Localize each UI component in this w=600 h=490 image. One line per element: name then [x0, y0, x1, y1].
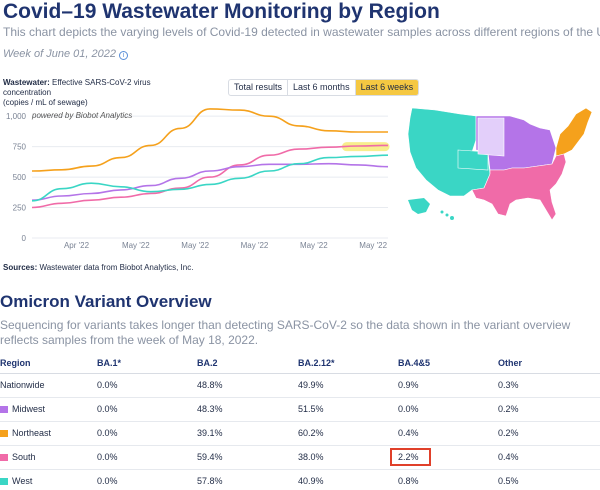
value-cell: 60.2%: [298, 421, 398, 446]
table-row-south: South 0.0% 59.4% 38.0% 2.2% 0.4%: [0, 445, 600, 470]
value-cell: 0.0%: [97, 445, 197, 470]
value-cell: 40.9%: [298, 469, 398, 490]
region-cell: West: [0, 469, 97, 490]
map-region-west-hawaii-3: [450, 216, 454, 220]
value-cell: 38.0%: [298, 445, 398, 470]
series-line: [31, 108, 388, 172]
value-cell: 0.4%: [398, 421, 498, 446]
variant-section-title: Omicron Variant Overview: [0, 292, 212, 311]
y-tick-label: 0: [22, 234, 27, 243]
y-tick-label: 500: [13, 173, 27, 182]
value-cell: 48.8%: [197, 373, 298, 398]
value-cell: 0.4%: [498, 445, 600, 470]
region-name: West: [12, 476, 33, 486]
col-ba4-5: BA.4&5: [398, 353, 498, 374]
value-cell: 0.0%: [97, 421, 197, 446]
info-icon[interactable]: i: [118, 51, 128, 60]
y-tick-label: 1,000: [6, 112, 27, 121]
value-cell: 59.4%: [197, 445, 298, 470]
y-tick-label: 750: [13, 143, 27, 152]
sources-label: Sources:: [3, 263, 38, 272]
region-cell: Nationwide: [0, 373, 97, 398]
value-cell: 49.9%: [298, 373, 398, 398]
x-tick-label: May '22: [359, 241, 387, 250]
value-cell: 0.8%: [398, 469, 498, 490]
col-ba1: BA.1*: [97, 353, 197, 374]
chart-label-units: (copies / mL of sewage): [3, 98, 88, 107]
table-row-northeast: Northeast 0.0% 39.1% 60.2% 0.4% 0.2%: [0, 421, 600, 446]
value-cell: 0.5%: [498, 469, 600, 490]
sources-note: Sources: Wastewater data from Biobot Ana…: [3, 263, 193, 272]
region-name: South: [12, 452, 36, 462]
table-row-west: West 0.0% 57.8% 40.9% 0.8% 0.5%: [0, 469, 600, 490]
col-ba2: BA.2: [197, 353, 298, 374]
variant-table: Region BA.1* BA.2 BA.2.12* BA.4&5 Other …: [0, 353, 600, 490]
value-cell: 0.0%: [398, 397, 498, 422]
region-swatch: [0, 454, 8, 461]
region-swatch: [0, 430, 8, 437]
col-other: Other: [498, 353, 600, 374]
x-tick-label: May '22: [300, 241, 328, 250]
page-subtitle: This chart depicts the varying levels of…: [3, 25, 600, 39]
x-tick-label: May '22: [181, 241, 209, 250]
region-cell: Midwest: [0, 397, 97, 422]
value-cell: 0.3%: [498, 373, 600, 398]
toggle-last-6-months[interactable]: Last 6 months: [288, 80, 356, 95]
x-tick-label: Apr '22: [64, 241, 90, 250]
value-cell: 0.2%: [498, 421, 600, 446]
value-cell: 0.9%: [398, 373, 498, 398]
value-cell-highlighted: 2.2%: [390, 445, 498, 470]
table-row-nationwide: Nationwide 0.0% 48.8% 49.9% 0.9% 0.3%: [0, 373, 600, 398]
region-cell: Northeast: [0, 421, 97, 446]
chart-label-bold: Wastewater:: [3, 78, 50, 87]
value-cell: 0.0%: [97, 373, 197, 398]
toggle-last-6-weeks[interactable]: Last 6 weeks: [355, 80, 419, 95]
value-cell: 48.3%: [197, 397, 298, 422]
value-cell: 39.1%: [197, 421, 298, 446]
series-line: [31, 144, 389, 209]
week-text: Week of June 01, 2022: [3, 48, 116, 60]
col-ba2-12: BA.2.12*: [298, 353, 398, 374]
region-swatch: [0, 478, 8, 485]
week-label: Week of June 01, 2022 i: [3, 48, 128, 60]
value-cell: 0.2%: [498, 397, 600, 422]
region-cell: South: [0, 445, 97, 470]
variant-section-description: Sequencing for variants takes longer tha…: [0, 318, 571, 347]
x-tick-label: May '22: [241, 241, 269, 250]
series-line: [31, 162, 389, 201]
table-row-midwest: Midwest 0.0% 48.3% 51.5% 0.0% 0.2%: [0, 397, 600, 422]
col-region: Region: [0, 353, 97, 374]
region-name: Midwest: [12, 404, 46, 414]
map-region-west-hawaii-1: [440, 210, 444, 214]
wastewater-line-chart: 1,000 750 500 250 0 powered by Biobot Analyti…: [6, 108, 390, 250]
us-regions-map: [407, 107, 593, 221]
chart-watermark: powered by Biobot Analytics: [31, 111, 132, 120]
map-region-west-hawaii-2: [445, 213, 449, 217]
toggle-total-results[interactable]: Total results: [229, 80, 289, 95]
value-cell: 0.0%: [97, 397, 197, 422]
value-cell: 57.8%: [197, 469, 298, 490]
variant-table-header: Region BA.1* BA.2 BA.2.12* BA.4&5 Other: [0, 353, 600, 374]
chart-label-text: Effective SARS-CoV-2 virus concentration: [3, 78, 151, 97]
chart-y-label: Wastewater: Effective SARS-CoV-2 virus c…: [3, 78, 193, 108]
sources-text: Wastewater data from Biobot Analytics, I…: [37, 263, 194, 272]
map-region-west-alaska[interactable]: [408, 198, 430, 214]
region-name: Northeast: [12, 428, 52, 438]
page-title: Covid–19 Wastewater Monitoring by Region: [3, 0, 440, 23]
series-line: [31, 154, 389, 202]
x-tick-label: May '22: [122, 241, 150, 250]
time-range-toggle: Total results Last 6 months Last 6 weeks: [228, 79, 420, 96]
map-region-northeast[interactable]: [555, 107, 593, 157]
map-region-midwest-light: [477, 117, 505, 157]
y-tick-label: 250: [13, 204, 27, 213]
region-name: Nationwide: [0, 380, 45, 390]
highlighted-value: 2.2%: [390, 448, 431, 466]
value-cell: 0.0%: [97, 469, 197, 490]
map-region-south[interactable]: [471, 153, 567, 221]
value-cell: 51.5%: [298, 397, 398, 422]
region-swatch: [0, 406, 8, 413]
